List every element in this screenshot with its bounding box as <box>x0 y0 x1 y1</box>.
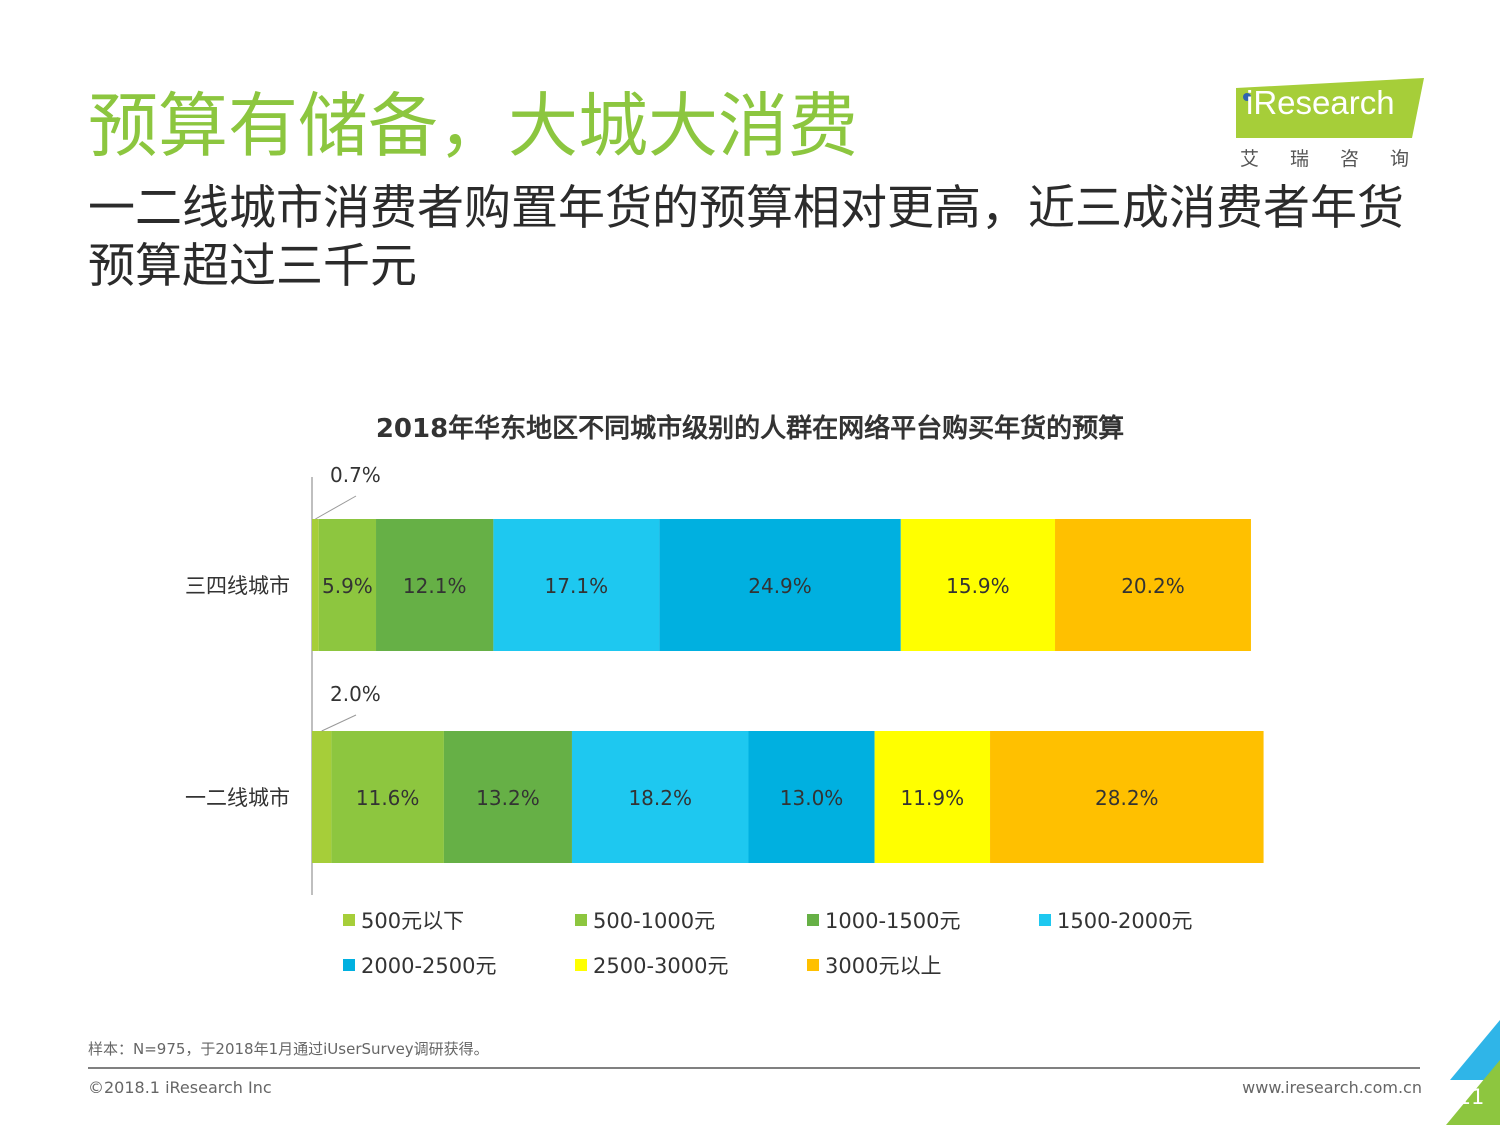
legend-swatch <box>1039 914 1051 926</box>
page-title: 预算有储备，大城大消费 <box>88 85 858 167</box>
legend-label: 1500-2000元 <box>1057 909 1193 933</box>
legend-item: 2000-2500元 <box>343 950 496 980</box>
sample-note: 样本：N=975，于2018年1月通过iUserSurvey调研获得。 <box>88 1040 489 1058</box>
copyright: ©2018.1 iResearch Inc <box>88 1078 272 1097</box>
data-label: 5.9% <box>322 574 373 598</box>
bar-segment <box>990 731 1264 863</box>
website-link[interactable]: www.iresearch.com.cn <box>1242 1078 1422 1097</box>
bar-segment <box>331 731 444 863</box>
legend-item: 3000元以上 <box>807 950 941 980</box>
bar-segment <box>659 519 901 651</box>
data-label: 28.2% <box>1095 786 1159 810</box>
bar-segment <box>376 519 494 651</box>
logo-chinese-name: 艾瑞咨询 <box>1240 148 1441 170</box>
corner-decoration <box>1446 1020 1500 1125</box>
data-label: 11.6% <box>356 786 420 810</box>
legend-label: 500-1000元 <box>593 909 716 933</box>
legend-swatch <box>807 959 819 971</box>
bar-segment <box>493 519 660 651</box>
page-number: 11 <box>1457 1085 1485 1109</box>
legend-swatch <box>575 914 587 926</box>
legend-swatch <box>343 959 355 971</box>
legend-label: 3000元以上 <box>825 954 942 978</box>
bar-segment <box>900 519 1056 651</box>
chart-legend: 500元以下 500-1000元 1000-1500元 1500-2000元 2000-… <box>343 905 1303 995</box>
legend-swatch <box>575 959 587 971</box>
logo-dot-icon <box>1243 93 1251 101</box>
legend-item: 1500-2000元 <box>1039 905 1192 935</box>
category-label: 三四线城市 <box>185 574 290 598</box>
data-label: 20.2% <box>1121 574 1185 598</box>
legend-swatch <box>807 914 819 926</box>
data-label: 2.0% <box>330 682 381 706</box>
bar-segment <box>312 731 332 863</box>
footer-divider <box>88 1067 1420 1069</box>
bar-segment <box>312 519 319 651</box>
data-label: 17.1% <box>545 574 609 598</box>
data-label: 18.2% <box>628 786 692 810</box>
bar-segment <box>1055 519 1251 651</box>
legend-label: 2000-2500元 <box>361 954 497 978</box>
bar-segment <box>318 519 377 651</box>
legend-label: 1000-1500元 <box>825 909 961 933</box>
chart-title: 2018年华东地区不同城市级别的人群在网络平台购买年货的预算 <box>376 413 1124 444</box>
leader-line <box>315 495 357 520</box>
data-label: 12.1% <box>403 574 467 598</box>
iresearch-logo: iResearch 艾瑞咨询 <box>1236 78 1428 174</box>
legend-item: 2500-3000元 <box>575 950 728 980</box>
logo-badge-shape <box>1236 78 1424 138</box>
legend-label: 2500-3000元 <box>593 954 729 978</box>
data-label: 15.9% <box>946 574 1010 598</box>
data-label: 0.7% <box>330 463 381 487</box>
data-label: 13.2% <box>476 786 540 810</box>
legend-item: 500-1000元 <box>575 905 715 935</box>
legend-item: 1000-1500元 <box>807 905 960 935</box>
page-subtitle: 一二线城市消费者购置年货的预算相对更高，近三成消费者年货预算超过三千元 <box>88 181 1404 294</box>
logo-brand: iResearch <box>1246 84 1395 121</box>
data-label: 24.9% <box>748 574 812 598</box>
bar-segment <box>748 731 875 863</box>
legend-swatch <box>343 914 355 926</box>
legend-item: 500元以下 <box>343 905 464 935</box>
data-label: 13.0% <box>780 786 844 810</box>
category-label: 一二线城市 <box>185 786 290 810</box>
data-label: 11.9% <box>901 786 965 810</box>
bar-segment <box>443 731 572 863</box>
bar-segment <box>874 731 991 863</box>
legend-label: 500元以下 <box>361 909 465 933</box>
leader-line <box>321 714 357 732</box>
bar-segment <box>571 731 749 863</box>
